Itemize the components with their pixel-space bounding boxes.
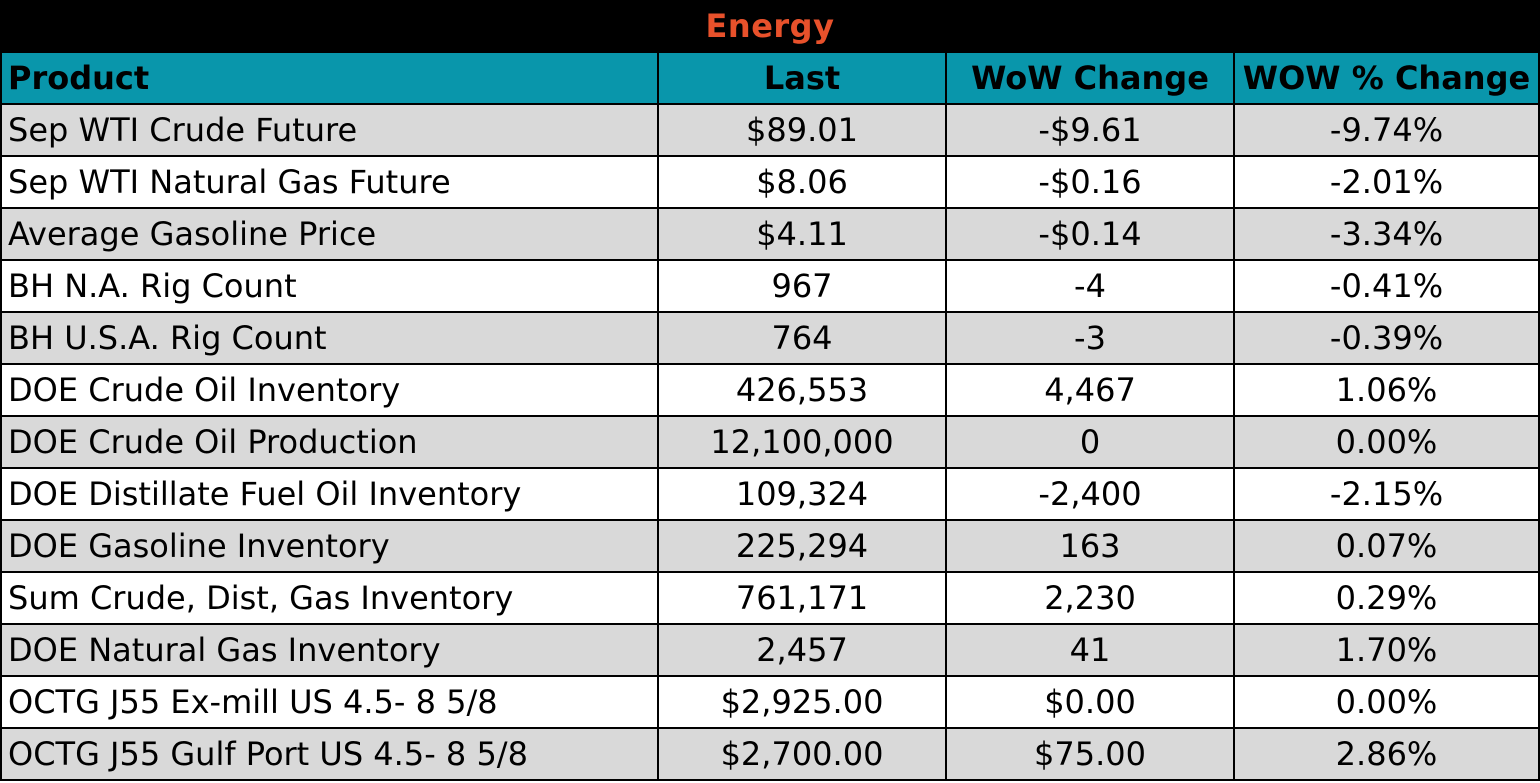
table-header-row: Product Last WoW Change WOW % Change xyxy=(0,53,1540,105)
product-cell: BH N.A. Rig Count xyxy=(0,261,657,311)
product-cell: DOE Natural Gas Inventory xyxy=(0,625,657,675)
wow-change-cell: 2,230 xyxy=(945,573,1233,623)
product-cell: DOE Distillate Fuel Oil Inventory xyxy=(0,469,657,519)
column-header-last: Last xyxy=(657,53,945,103)
wow-change-cell: 0 xyxy=(945,417,1233,467)
wow-change-cell: 41 xyxy=(945,625,1233,675)
wow-pct-change-cell: -2.01% xyxy=(1233,157,1540,207)
last-cell: 109,324 xyxy=(657,469,945,519)
last-cell: $8.06 xyxy=(657,157,945,207)
wow-change-cell: $0.00 xyxy=(945,677,1233,727)
table-row: DOE Crude Oil Production 12,100,000 0 0.00% xyxy=(0,417,1540,469)
last-cell: $4.11 xyxy=(657,209,945,259)
last-cell: $2,700.00 xyxy=(657,729,945,779)
table-row: DOE Natural Gas Inventory 2,457 41 1.70% xyxy=(0,625,1540,677)
last-cell: 967 xyxy=(657,261,945,311)
last-cell: $89.01 xyxy=(657,105,945,155)
wow-pct-change-cell: -0.41% xyxy=(1233,261,1540,311)
table-body: Sep WTI Crude Future $89.01 -$9.61 -9.74% Se… xyxy=(0,105,1540,781)
last-cell: $2,925.00 xyxy=(657,677,945,727)
table-row: Sum Crude, Dist, Gas Inventory 761,171 2,2… xyxy=(0,573,1540,625)
product-cell: Average Gasoline Price xyxy=(0,209,657,259)
product-cell: OCTG J55 Ex-mill US 4.5- 8 5/8 xyxy=(0,677,657,727)
wow-change-cell: -$9.61 xyxy=(945,105,1233,155)
wow-change-cell: 163 xyxy=(945,521,1233,571)
last-cell: 12,100,000 xyxy=(657,417,945,467)
wow-pct-change-cell: 1.70% xyxy=(1233,625,1540,675)
wow-change-cell: -$0.16 xyxy=(945,157,1233,207)
wow-pct-change-cell: 1.06% xyxy=(1233,365,1540,415)
wow-pct-change-cell: -9.74% xyxy=(1233,105,1540,155)
wow-change-cell: 4,467 xyxy=(945,365,1233,415)
wow-pct-change-cell: -3.34% xyxy=(1233,209,1540,259)
table-title-bar: Energy xyxy=(0,0,1540,53)
table-row: DOE Crude Oil Inventory 426,553 4,467 1.06% xyxy=(0,365,1540,417)
product-cell: Sep WTI Crude Future xyxy=(0,105,657,155)
wow-change-cell: $75.00 xyxy=(945,729,1233,779)
wow-pct-change-cell: 2.86% xyxy=(1233,729,1540,779)
table-row: Average Gasoline Price $4.11 -$0.14 -3.34% xyxy=(0,209,1540,261)
last-cell: 426,553 xyxy=(657,365,945,415)
product-cell: DOE Crude Oil Inventory xyxy=(0,365,657,415)
column-header-product: Product xyxy=(0,53,657,103)
product-cell: OCTG J55 Gulf Port US 4.5- 8 5/8 xyxy=(0,729,657,779)
column-header-wow-pct-change: WOW % Change xyxy=(1233,53,1540,103)
wow-pct-change-cell: -2.15% xyxy=(1233,469,1540,519)
product-cell: DOE Gasoline Inventory xyxy=(0,521,657,571)
table-title: Energy xyxy=(705,6,835,45)
last-cell: 764 xyxy=(657,313,945,363)
product-cell: BH U.S.A. Rig Count xyxy=(0,313,657,363)
table-row: OCTG J55 Ex-mill US 4.5- 8 5/8 $2,925.00 $… xyxy=(0,677,1540,729)
table-row: Sep WTI Natural Gas Future $8.06 -$0.16 -2.… xyxy=(0,157,1540,209)
wow-pct-change-cell: 0.07% xyxy=(1233,521,1540,571)
wow-pct-change-cell: 0.00% xyxy=(1233,417,1540,467)
wow-change-cell: -$0.14 xyxy=(945,209,1233,259)
wow-pct-change-cell: -0.39% xyxy=(1233,313,1540,363)
table-row: DOE Gasoline Inventory 225,294 163 0.07% xyxy=(0,521,1540,573)
table-row: Sep WTI Crude Future $89.01 -$9.61 -9.74% xyxy=(0,105,1540,157)
table-row: DOE Distillate Fuel Oil Inventory 109,324… xyxy=(0,469,1540,521)
column-header-wow-change: WoW Change xyxy=(945,53,1233,103)
last-cell: 225,294 xyxy=(657,521,945,571)
wow-pct-change-cell: 0.00% xyxy=(1233,677,1540,727)
wow-change-cell: -2,400 xyxy=(945,469,1233,519)
last-cell: 2,457 xyxy=(657,625,945,675)
product-cell: Sep WTI Natural Gas Future xyxy=(0,157,657,207)
wow-pct-change-cell: 0.29% xyxy=(1233,573,1540,623)
table-row: BH N.A. Rig Count 967 -4 -0.41% xyxy=(0,261,1540,313)
table-row: OCTG J55 Gulf Port US 4.5- 8 5/8 $2,700.0… xyxy=(0,729,1540,781)
wow-change-cell: -4 xyxy=(945,261,1233,311)
wow-change-cell: -3 xyxy=(945,313,1233,363)
product-cell: Sum Crude, Dist, Gas Inventory xyxy=(0,573,657,623)
product-cell: DOE Crude Oil Production xyxy=(0,417,657,467)
last-cell: 761,171 xyxy=(657,573,945,623)
table-row: BH U.S.A. Rig Count 764 -3 -0.39% xyxy=(0,313,1540,365)
